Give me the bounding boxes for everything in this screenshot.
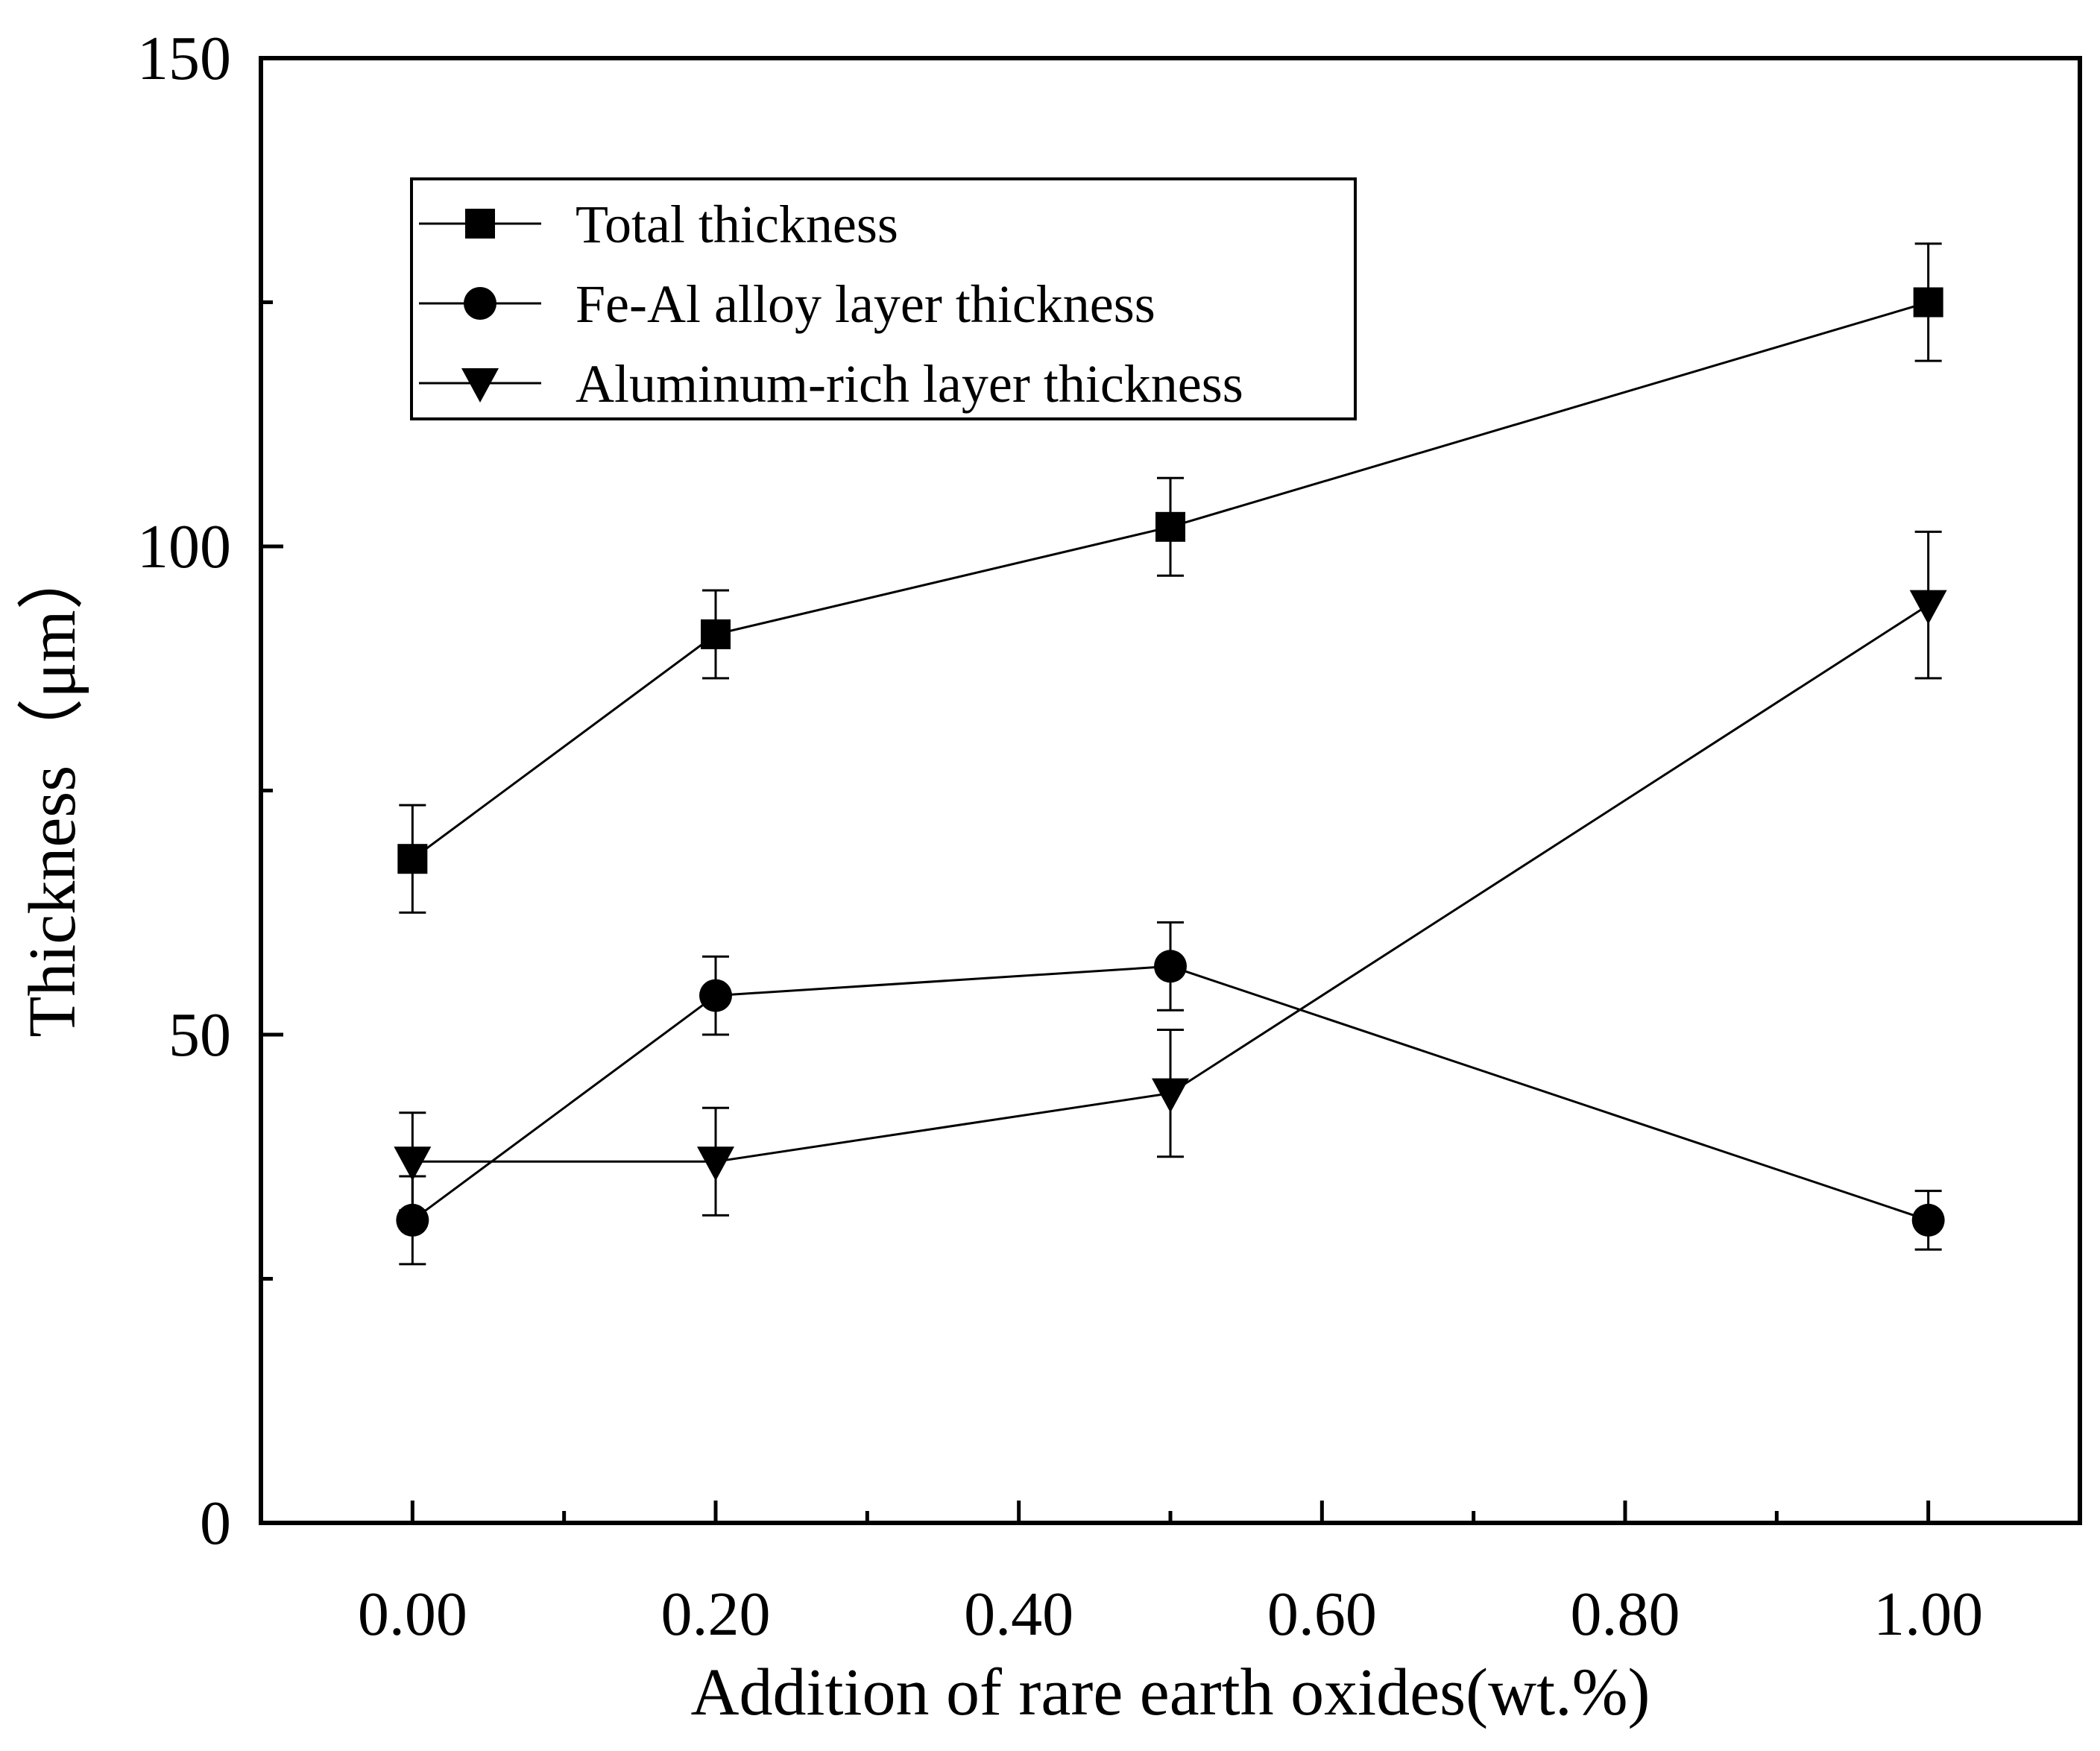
legend-marker [461,368,499,403]
series-layer [394,242,1947,1266]
x-tick-label: 0.60 [1267,1580,1377,1649]
data-point [697,1146,734,1181]
data-point [699,979,732,1012]
series-2 [394,530,1947,1217]
data-point [396,1203,429,1237]
x-tick-label: 0.80 [1571,1580,1680,1649]
series-line [412,965,1929,1222]
ticks: 0.00 0.20 0.40 0.60 0.80 1.00 0 50 100 150 [137,24,1983,1649]
series-line [412,604,1929,1163]
x-tick-label: 0.20 [661,1580,771,1649]
data-point [397,844,428,874]
data-point [1154,950,1187,983]
legend-marker [465,209,495,239]
legend-marker [464,287,496,320]
y-tick-label: 0 [200,1489,231,1558]
y-tick-label: 100 [137,512,231,581]
x-tick-label: 1.00 [1873,1580,1983,1649]
x-tick-label: 0.00 [358,1580,467,1649]
legend-entry: Aluminum-rich layer thickness [419,354,1243,414]
legend-label: Fe-Al alloy layer thickness [576,274,1155,334]
y-tick-label: 50 [168,1000,231,1070]
data-point [1155,511,1185,542]
series-line [412,301,1929,860]
legend: Total thickness Fe-Al alloy layer thickne… [410,177,1357,420]
data-point [1909,590,1947,625]
data-point [1152,1078,1189,1113]
legend-label: Total thickness [576,195,898,254]
legend-entry: Fe-Al alloy layer thickness [419,274,1155,334]
legend-label: Aluminum-rich layer thickness [576,354,1243,414]
y-tick-label: 150 [137,24,231,93]
x-axis-title: Addition of rare earth oxides(wt.%) [690,1656,1650,1729]
data-point [1911,1203,1945,1237]
series-0 [397,242,1943,914]
legend-entry: Total thickness [419,195,898,254]
series-1 [396,921,1945,1266]
legend-box [410,177,1357,420]
data-point [701,619,731,649]
data-point [1913,287,1943,318]
data-point [394,1146,432,1181]
x-tick-label: 0.40 [964,1580,1073,1649]
y-axis-title: Thickness（μm） [16,543,89,1037]
